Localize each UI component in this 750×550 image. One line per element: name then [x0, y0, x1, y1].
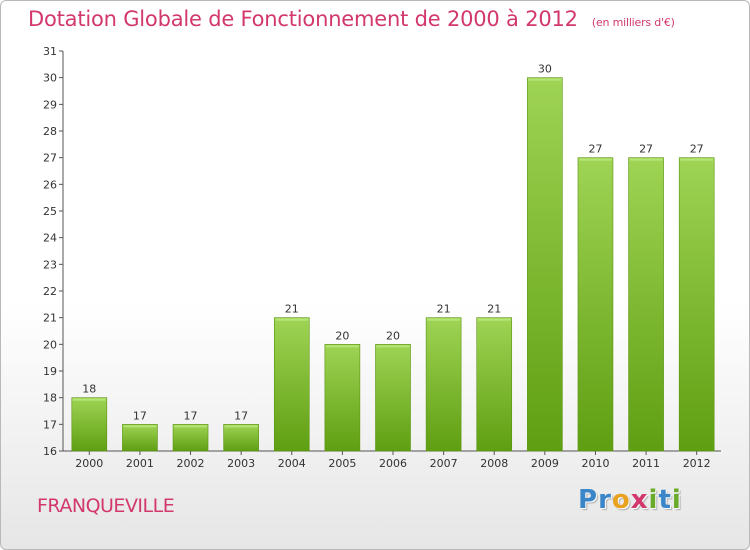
x-tick-label: 2009	[531, 457, 559, 470]
y-tick-label: 30	[43, 72, 57, 85]
bar-highlight	[477, 318, 511, 321]
bar-value-label: 27	[690, 143, 704, 156]
title-text: Dotation Globale de Fonctionnement de 20…	[28, 7, 578, 31]
logo-letter: i	[671, 485, 682, 515]
bar	[71, 397, 108, 452]
bar	[172, 424, 209, 452]
bar	[324, 344, 361, 452]
bar-highlight	[629, 158, 663, 161]
chart-subtitle: (en milliers d'€)	[591, 16, 675, 29]
bar-value-label: 18	[82, 383, 96, 396]
y-tick-label: 24	[43, 232, 57, 245]
x-tick-label: 2002	[177, 457, 205, 470]
bar	[678, 157, 715, 452]
bar	[476, 317, 513, 452]
bar-value-label: 30	[538, 63, 552, 76]
x-tick-label: 2004	[278, 457, 306, 470]
x-tick-label: 2012	[683, 457, 711, 470]
y-tick-label: 27	[43, 152, 57, 165]
x-tick-label: 2010	[581, 457, 609, 470]
y-tick-label: 25	[43, 205, 57, 218]
x-tick-label: 2011	[632, 457, 660, 470]
y-tick-label: 18	[43, 392, 57, 405]
bars	[71, 77, 715, 452]
bar	[273, 317, 310, 452]
bar-value-label: 21	[285, 303, 299, 316]
y-tick-label: 17	[43, 418, 57, 431]
chart-title: Dotation Globale de Fonctionnement de 20…	[28, 7, 675, 31]
x-tick-label: 2001	[126, 457, 154, 470]
bar-value-label: 17	[133, 409, 147, 422]
bar-value-label: 21	[437, 303, 451, 316]
y-tick-label: 22	[43, 285, 57, 298]
bar	[375, 344, 411, 452]
bar-highlight	[376, 345, 410, 348]
x-tick-label: 2003	[227, 457, 255, 470]
bar-highlight	[174, 425, 208, 428]
bar	[527, 77, 563, 452]
bar-highlight	[224, 425, 258, 428]
y-tick-label: 20	[43, 338, 57, 351]
bar	[425, 317, 462, 452]
y-tick-label: 31	[43, 45, 57, 58]
bar-value-label: 27	[588, 143, 602, 156]
y-tick-label: 26	[43, 178, 57, 191]
logo-letter: r	[598, 485, 612, 515]
logo-letter: P	[578, 485, 599, 515]
bar-highlight	[680, 158, 714, 161]
bar-highlight	[72, 398, 106, 401]
bar-highlight	[275, 318, 309, 321]
bar-highlight	[123, 425, 157, 428]
y-tick-label: 23	[43, 258, 57, 271]
y-tick-label: 21	[43, 312, 57, 325]
logo-letter: i	[648, 485, 659, 515]
bar-highlight	[528, 78, 562, 81]
y-tick-label: 16	[43, 445, 57, 458]
bar-highlight	[427, 318, 461, 321]
x-tick-label: 2007	[430, 457, 458, 470]
bar-highlight	[578, 158, 612, 161]
bar	[577, 157, 614, 452]
labels: 16 17 18 19 20 21 22 23 24 25 26 27 28 29 30 31 18 2000 17…	[43, 45, 711, 470]
bar	[122, 424, 158, 452]
logo-letter: o	[611, 485, 631, 515]
x-tick-label: 2006	[379, 457, 407, 470]
commune-name: FRANQUEVILLE	[37, 495, 175, 517]
y-tick-label: 19	[43, 365, 57, 378]
logo-letter: t	[658, 485, 672, 515]
bar-value-label: 27	[639, 143, 653, 156]
x-tick-label: 2000	[75, 457, 103, 470]
logo-letter: x	[630, 485, 649, 515]
bar-highlight	[325, 345, 359, 348]
bar-value-label: 17	[234, 409, 248, 422]
proxiti-logo: Proxiti	[578, 485, 690, 525]
bar	[628, 157, 664, 452]
bar-value-label: 20	[386, 329, 400, 342]
bar	[223, 424, 259, 452]
x-tick-label: 2008	[480, 457, 508, 470]
x-tick-label: 2005	[328, 457, 356, 470]
bar-value-label: 17	[184, 409, 198, 422]
y-tick-label: 29	[43, 98, 57, 111]
bar-value-label: 20	[335, 329, 349, 342]
y-tick-label: 28	[43, 125, 57, 138]
bar-value-label: 21	[487, 303, 501, 316]
